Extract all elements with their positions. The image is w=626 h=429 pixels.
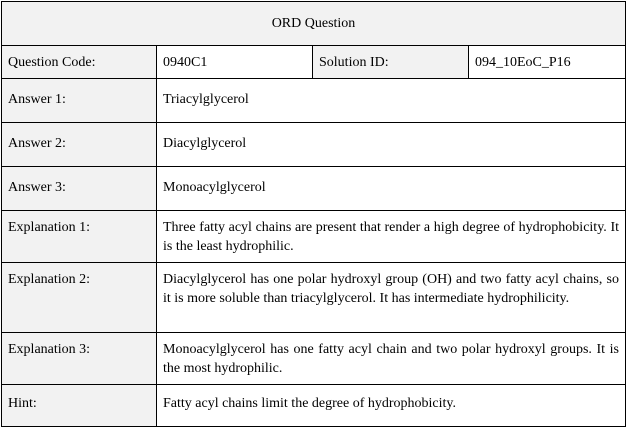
question-code-label: Question Code: [1,45,157,79]
answer-2-label: Answer 2: [1,122,157,167]
explanation-2-value: Diacylglycerol has one polar hydroxyl gr… [156,262,626,333]
table-title: ORD Question [1,1,626,46]
hint-row: Hint: Fatty acyl chains limit the degree… [1,384,626,427]
explanation-2-label: Explanation 2: [1,262,157,333]
answer-1-label: Answer 1: [1,78,157,123]
answer-3-label: Answer 3: [1,166,157,211]
explanation-3-value: Monoacylglycerol has one fatty acyl chai… [156,332,626,385]
answer-row-2: Answer 2: Diacylglycerol [1,122,626,167]
hint-value: Fatty acyl chains limit the degree of hy… [156,384,626,427]
answer-3-value: Monoacylglycerol [156,166,626,211]
hint-label: Hint: [1,384,157,427]
answer-row-1: Answer 1: Triacylglycerol [1,78,626,123]
code-row: Question Code: 0940C1 Solution ID: 094_1… [1,45,626,79]
explanation-1-value: Three fatty acyl chains are present that… [156,210,626,263]
explanation-3-label: Explanation 3: [1,332,157,385]
solution-id-value: 094_10EoC_P16 [468,45,626,79]
explanation-row-2: Explanation 2: Diacylglycerol has one po… [1,262,626,333]
title-row: ORD Question [1,1,626,46]
answer-2-value: Diacylglycerol [156,122,626,167]
solution-id-label: Solution ID: [312,45,469,79]
question-code-value: 0940C1 [156,45,313,79]
explanation-row-1: Explanation 1: Three fatty acyl chains a… [1,210,626,263]
explanation-row-3: Explanation 3: Monoacylglycerol has one … [1,332,626,385]
answer-1-value: Triacylglycerol [156,78,626,123]
answer-row-3: Answer 3: Monoacylglycerol [1,166,626,211]
explanation-1-label: Explanation 1: [1,210,157,263]
